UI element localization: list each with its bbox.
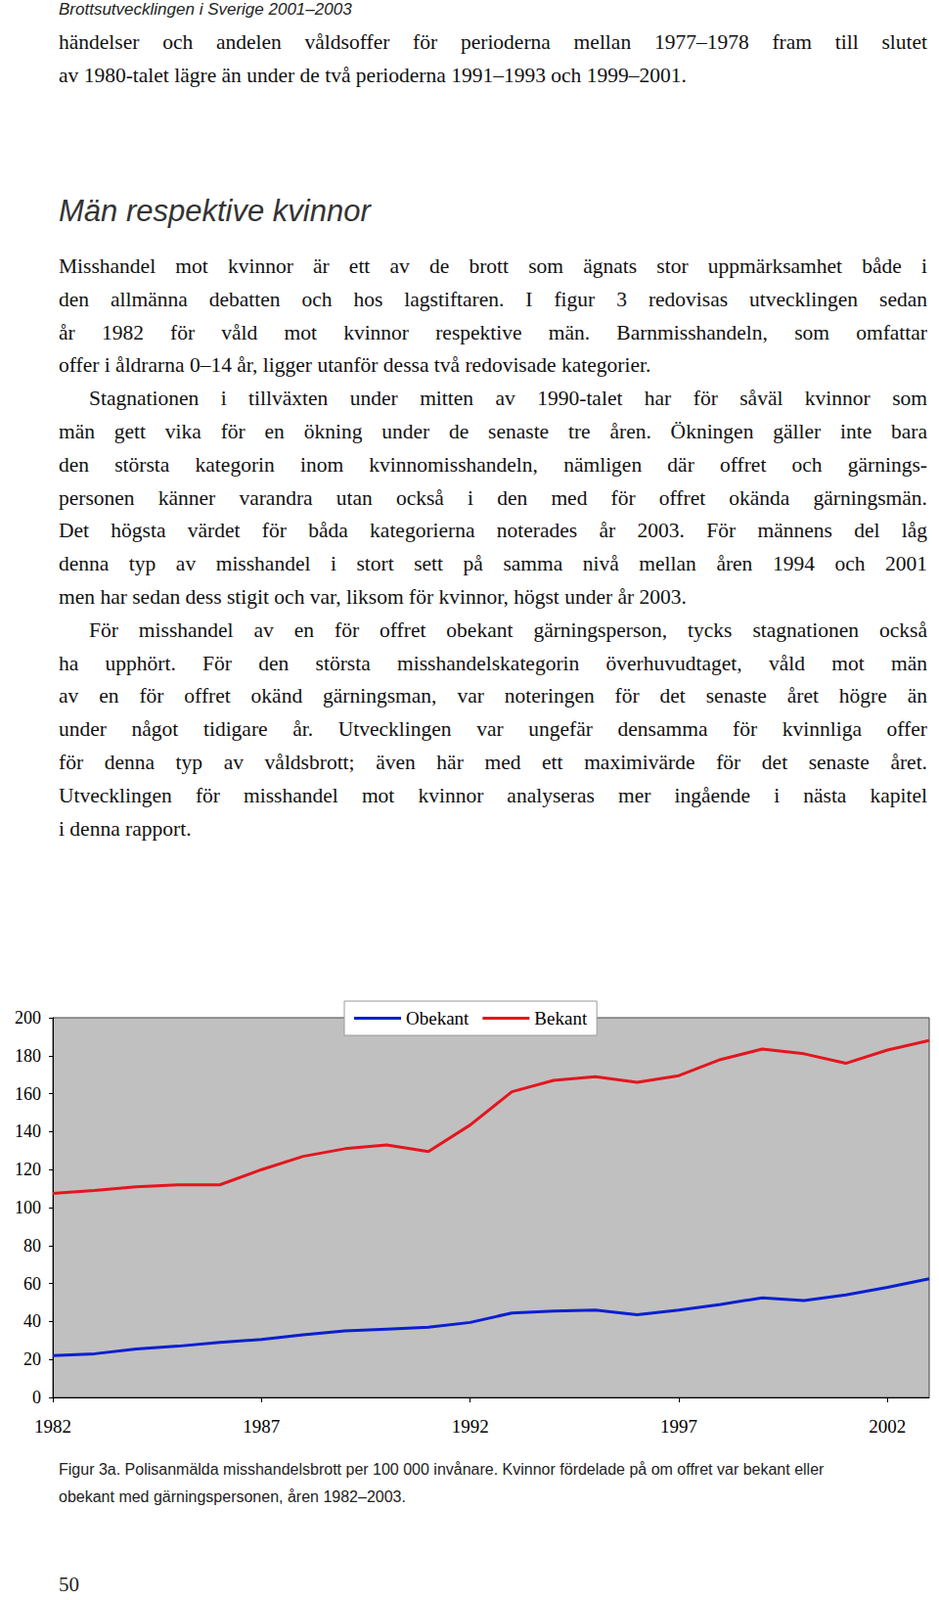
html-text:obekant med gärningspersonen,: obekant med gärningspersonen, åren 1982–… bbox=[58, 1487, 406, 1505]
svg-text:60: 60 bbox=[23, 1273, 42, 1294]
svg-text:Bekant: Bekant bbox=[534, 1007, 588, 1029]
html-text:denna typ av misshandel i stor: denna typ av misshandel i stort sett på … bbox=[58, 551, 928, 576]
html-text:Misshandel mot kvinnor är ett: Misshandel mot kvinnor är ett av de brot… bbox=[58, 254, 928, 278]
svg-text:80: 80 bbox=[23, 1235, 42, 1255]
html-text:för denna typ av våldsbrott; ä: för denna typ av våldsbrott; även här me… bbox=[58, 750, 928, 774]
html-text:händelser och andelen våldsoff: händelser och andelen våldsoffer för per… bbox=[58, 30, 928, 54]
html-text:i denna rapport.: i denna rapport. bbox=[58, 816, 192, 840]
svg-text:40: 40 bbox=[23, 1310, 42, 1331]
html-text:den största kategorin inom kvi: den största kategorin inom kvinnomisshan… bbox=[58, 452, 928, 477]
svg-text:160: 160 bbox=[14, 1083, 42, 1104]
svg-text:1992: 1992 bbox=[451, 1415, 490, 1436]
html-text:år 1982 för våld mot kvinnor r: år 1982 för våld mot kvinnor respektive … bbox=[58, 320, 928, 344]
html-text:50: 50 bbox=[58, 1571, 80, 1596]
svg-text:180: 180 bbox=[14, 1045, 42, 1066]
html-text:Figur 3a. Polisanmälda misshan: Figur 3a. Polisanmälda misshandelsbrott … bbox=[58, 1460, 824, 1477]
html-text:personen känner varandra utan: personen känner varandra utan också i de… bbox=[58, 485, 928, 510]
svg-text:1987: 1987 bbox=[242, 1415, 280, 1436]
svg-text:20: 20 bbox=[23, 1348, 42, 1369]
svg-text:100: 100 bbox=[14, 1197, 42, 1217]
svg-text:200: 200 bbox=[14, 1007, 42, 1028]
html-text:För misshandel av en för offre: För misshandel av en för offret obekant … bbox=[89, 617, 928, 642]
html-text:den allmänna debatten och hos: den allmänna debatten och hos lagstiftar… bbox=[58, 287, 928, 311]
svg-text:Obekant: Obekant bbox=[405, 1007, 470, 1029]
html-text:men har sedan dess stigit och: men har sedan dess stigit och var, likso… bbox=[58, 584, 687, 609]
svg-text:1997: 1997 bbox=[660, 1415, 698, 1436]
html-text:Män respektive kvinnor: Män respektive kvinnor bbox=[58, 193, 371, 228]
svg-text:2002: 2002 bbox=[868, 1415, 906, 1436]
html-text:Brottsutvecklingen i Sverige 2: Brottsutvecklingen i Sverige 2001–2003 bbox=[58, 0, 352, 19]
html-text:ha upphört. För den största mi: ha upphört. För den största misshandelsk… bbox=[58, 651, 928, 675]
svg-text:0: 0 bbox=[32, 1386, 42, 1407]
html-text:Stagnationen i tillväxten unde: Stagnationen i tillväxten under mitten a… bbox=[89, 386, 928, 411]
html-text:under något tidigare år. Utvec: under något tidigare år. Utvecklingen va… bbox=[58, 717, 928, 741]
html-text:offer i åldrarna 0–14 år, ligg: offer i åldrarna 0–14 år, ligger utanför… bbox=[58, 353, 651, 377]
html-text:män gett vika för en ökning un: män gett vika för en ökning under de sen… bbox=[58, 419, 928, 444]
html-text:Utvecklingen för misshandel mo: Utvecklingen för misshandel mot kvinnor … bbox=[58, 783, 928, 807]
html-text:av 1980-talet lägre än under d: av 1980-talet lägre än under de två peri… bbox=[58, 63, 687, 87]
html-text:av en för offret okänd gärning: av en för offret okänd gärningsman, var … bbox=[58, 684, 928, 708]
svg-text:1982: 1982 bbox=[34, 1415, 72, 1436]
html-text:Det högsta värdet för båda kat: Det högsta värdet för båda kategorierna … bbox=[58, 518, 928, 543]
svg-text:140: 140 bbox=[14, 1120, 42, 1141]
svg-text:120: 120 bbox=[14, 1159, 42, 1179]
